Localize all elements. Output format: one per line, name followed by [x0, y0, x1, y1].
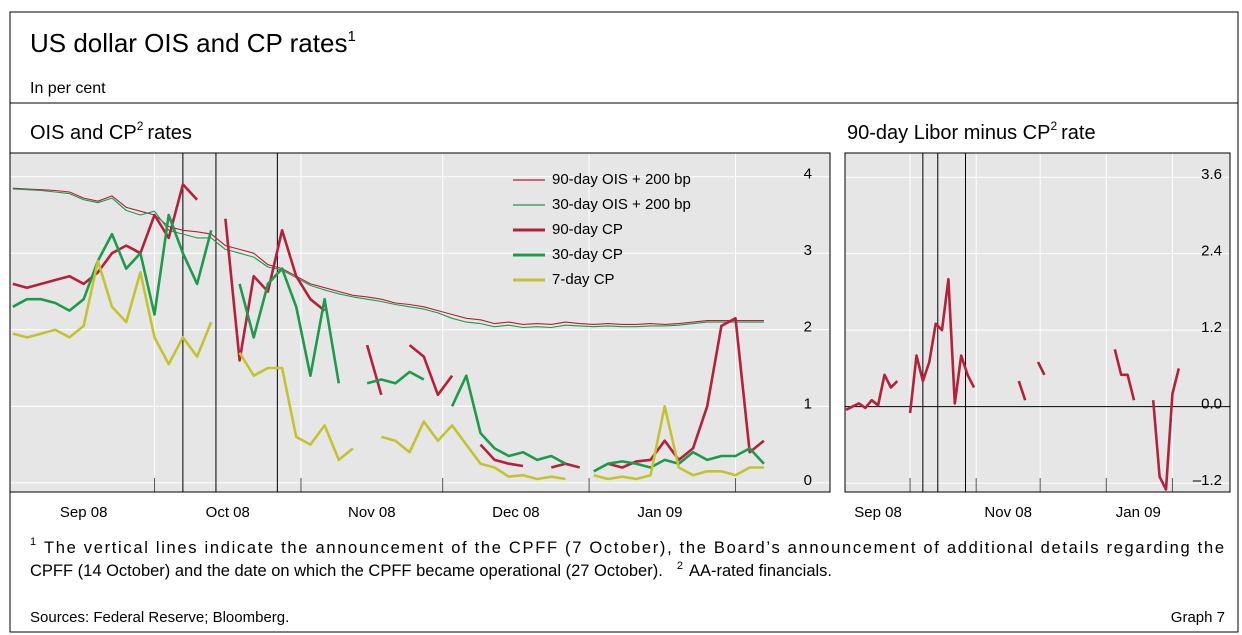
y-tick-label: 3	[804, 242, 812, 259]
footnote-marker: 1	[30, 536, 36, 548]
x-tick-label: Jan 09	[637, 504, 682, 521]
series-line	[12, 213, 765, 473]
plot-frame	[9, 152, 831, 493]
graph-label: Graph 7	[1171, 609, 1225, 626]
x-tick-label: Dec 08	[492, 504, 540, 521]
y-tick-label: 0.0	[1201, 396, 1222, 413]
x-tick-label: Nov 08	[984, 504, 1032, 521]
plot-frame	[844, 152, 1231, 493]
y-tick-label: 3.6	[1201, 166, 1222, 183]
footnote-text: AA-rated financials.	[689, 562, 832, 580]
y-tick-label: 1.2	[1201, 319, 1222, 336]
y-tick-label: 2.4	[1201, 243, 1222, 260]
panel-title-text: 90-day Libor minus CP	[847, 122, 1050, 144]
footnote-text: CPFF (14 October) and the date on which …	[30, 562, 663, 580]
series-line	[12, 183, 765, 469]
y-tick-label: 0	[804, 472, 812, 489]
y-tick-label: 4	[804, 166, 812, 183]
x-tick-label: Jan 09	[1116, 504, 1161, 521]
legend-label: 30-day CP	[552, 246, 623, 263]
series-line	[12, 259, 764, 481]
footnote-2-line: CPFF (14 October) and the date on which …	[30, 560, 832, 580]
panel-title: OIS and CP2 rates	[30, 119, 192, 144]
x-tick-label: Sep 08	[854, 504, 902, 521]
panel-title-text: rates	[147, 122, 191, 144]
series-line	[12, 188, 764, 329]
y-tick-label: 2	[804, 319, 812, 336]
panel-title: 90-day Libor minus CP2 rate	[847, 119, 1096, 144]
x-tick-label: Oct 08	[206, 504, 250, 521]
series-line	[845, 277, 1181, 491]
footnote-marker: 2	[677, 560, 683, 572]
y-tick-label: –1.2	[1193, 472, 1222, 489]
legend-label: 90-day CP	[552, 221, 623, 238]
footnote-text: The vertical lines indicate the announce…	[44, 539, 1224, 557]
subtitle: In per cent	[30, 80, 106, 97]
panel-title-note: 2	[137, 119, 144, 133]
title-note: 1	[347, 28, 355, 45]
legend-label: 7-day CP	[552, 271, 615, 288]
x-tick-label: Sep 08	[60, 504, 108, 521]
sources: Sources: Federal Reserve; Bloomberg.	[30, 609, 289, 626]
panel-title-note: 2	[1050, 119, 1057, 133]
title-text: US dollar OIS and CP rates	[30, 28, 347, 58]
panel-title-text: rate	[1061, 122, 1095, 144]
x-tick-label: Nov 08	[348, 504, 396, 521]
title: US dollar OIS and CP rates1	[30, 28, 356, 58]
panel-title-text: OIS and CP	[30, 122, 137, 144]
plot-background	[845, 153, 1230, 492]
legend-label: 90-day OIS + 200 bp	[552, 171, 691, 188]
legend-label: 30-day OIS + 200 bp	[552, 196, 691, 213]
y-tick-label: 1	[804, 395, 812, 412]
series-line	[12, 187, 764, 325]
